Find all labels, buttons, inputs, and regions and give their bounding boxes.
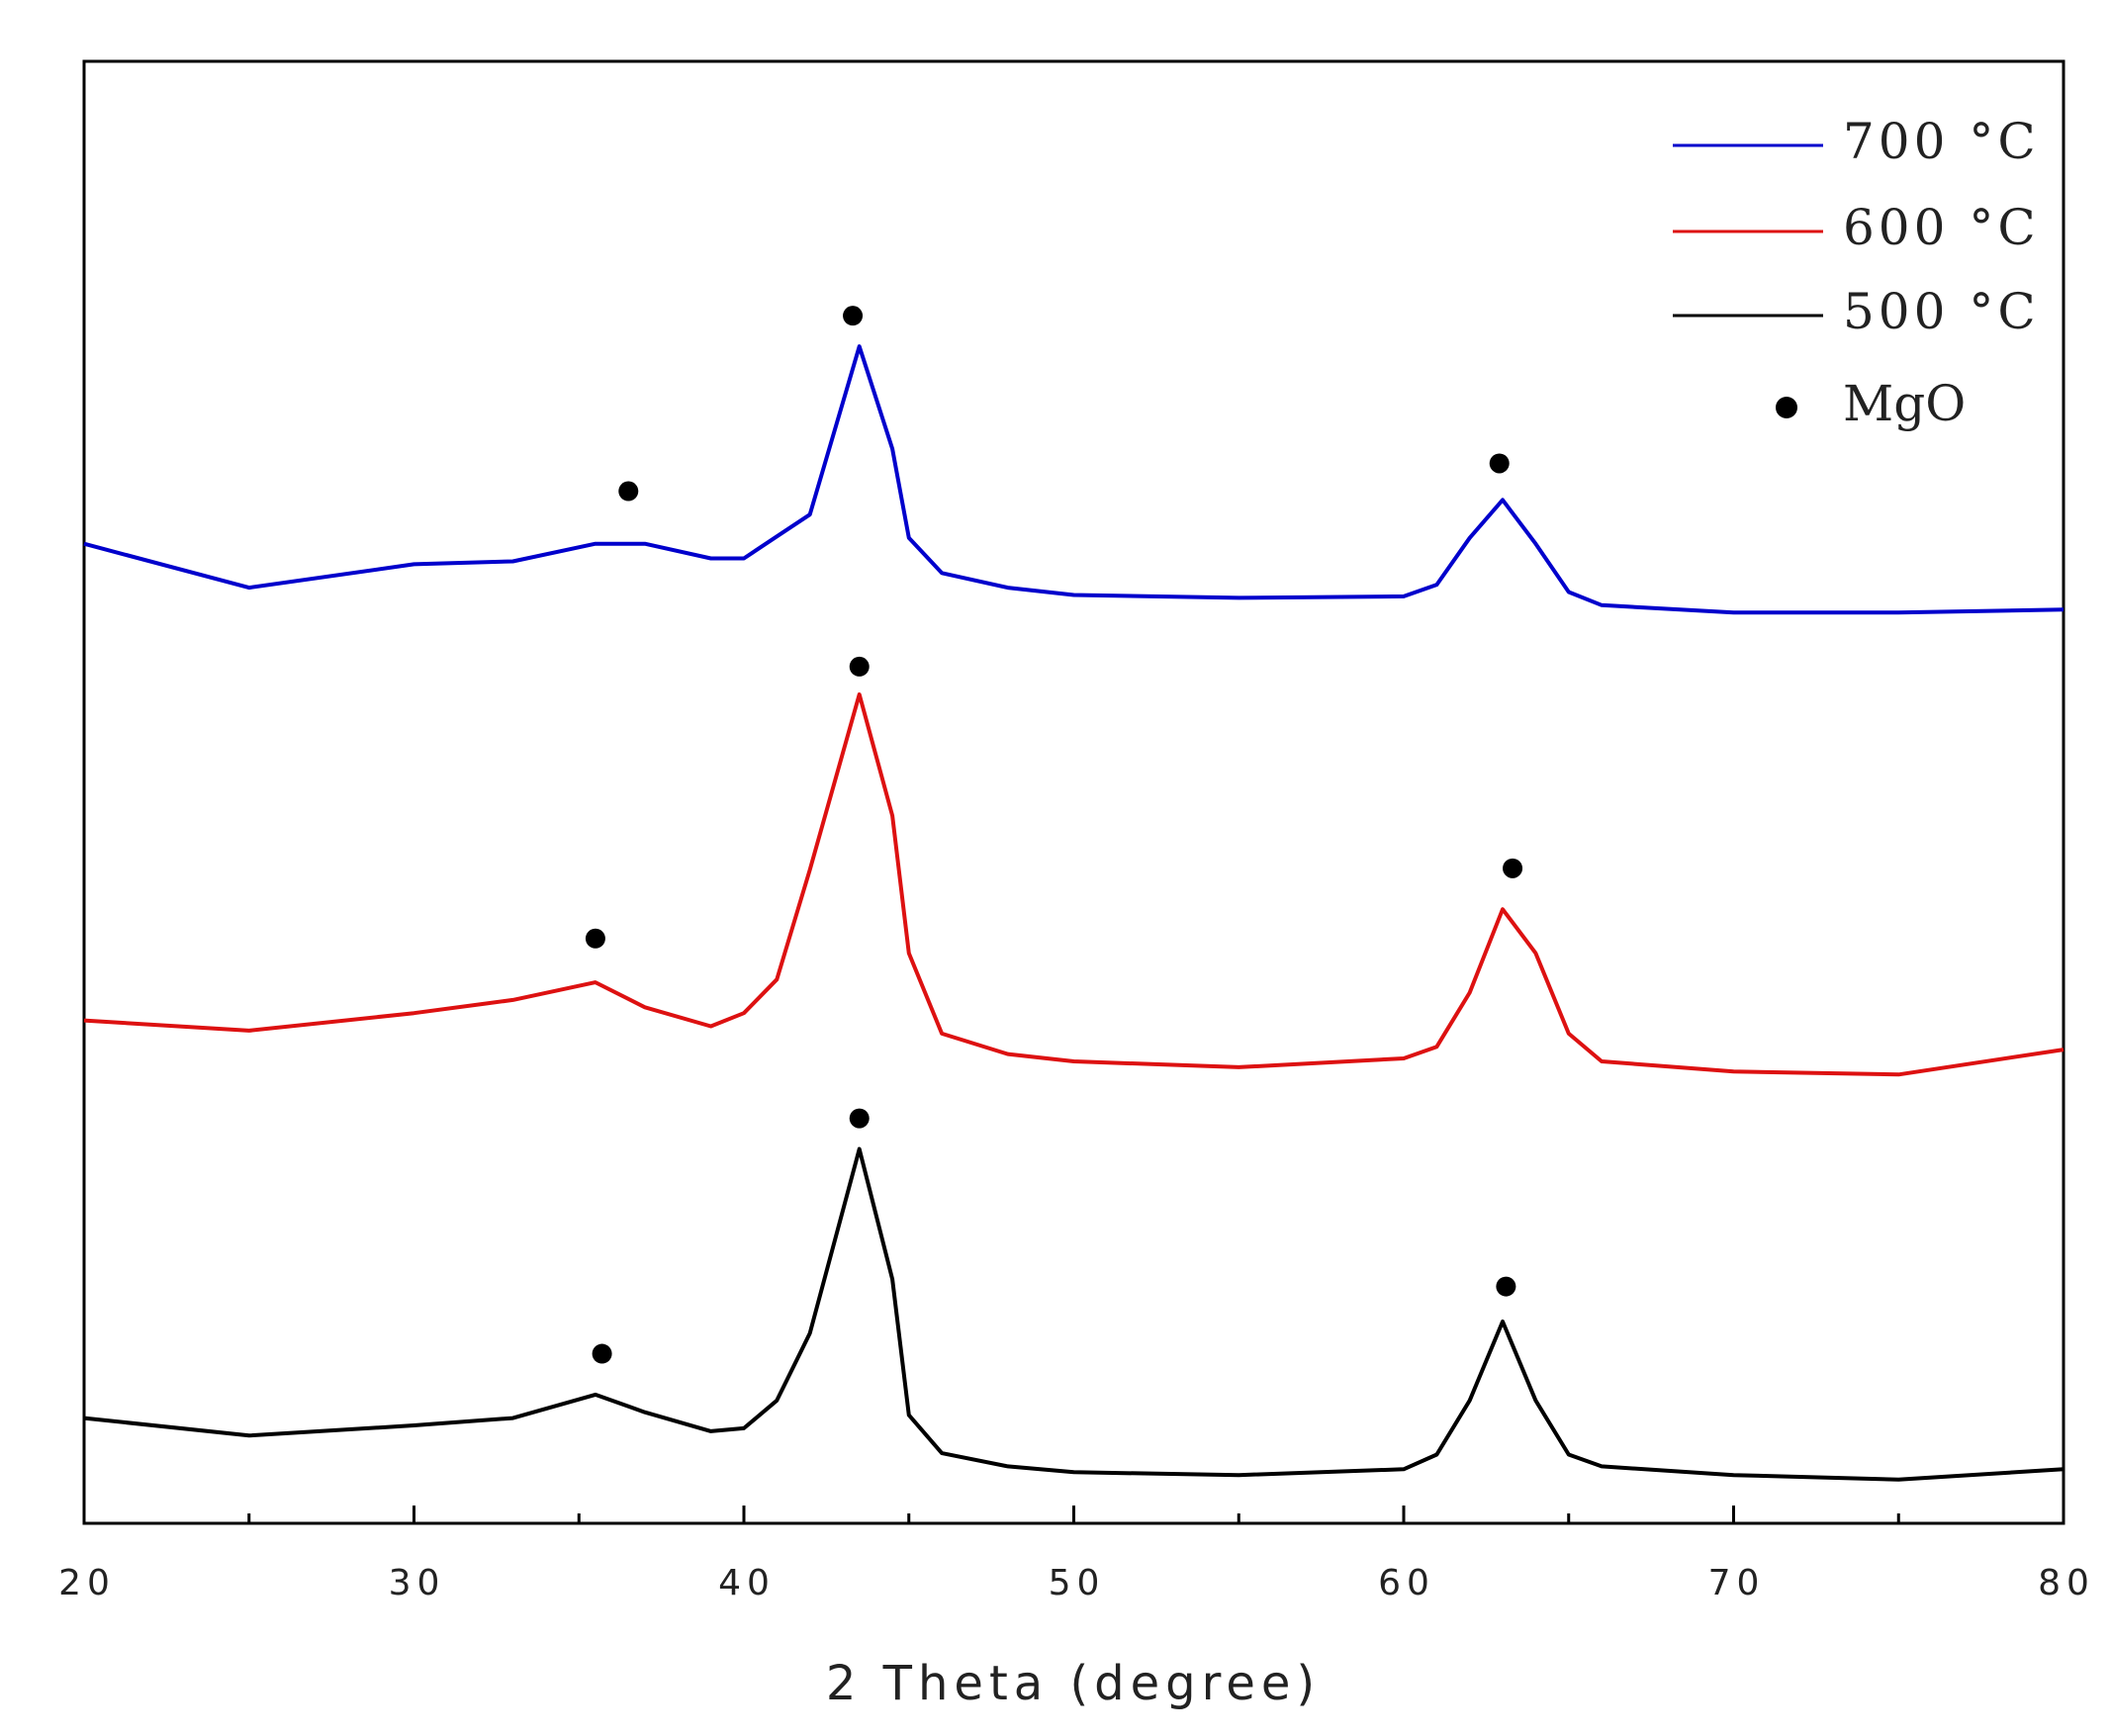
legend-label: 700 °C — [1843, 113, 2040, 170]
plot-frame — [82, 59, 2065, 1525]
x-tick-label: 60 — [1378, 1563, 1435, 1603]
x-axis-label: 2 Theta (degree) — [826, 1656, 1321, 1711]
series-line — [83, 1146, 2065, 1482]
x-tick-label: 30 — [389, 1563, 446, 1603]
mgo-marker — [1496, 1276, 1516, 1297]
x-tick-label: 20 — [58, 1563, 116, 1603]
legend-marker — [1776, 397, 1797, 418]
x-tick-label: 70 — [1708, 1563, 1766, 1603]
mgo-marker — [592, 1343, 612, 1364]
legend-label: 500 °C — [1843, 283, 2040, 340]
mgo-marker — [849, 1108, 870, 1129]
mgo-marker — [1503, 858, 1523, 878]
mgo-marker — [618, 481, 639, 502]
mgo-marker — [585, 928, 605, 949]
legend-label: 600 °C — [1843, 199, 2040, 256]
series-line — [83, 692, 2065, 1077]
series-line — [83, 344, 2065, 615]
mgo-marker — [849, 656, 870, 677]
legend-label: MgO — [1843, 375, 1966, 432]
mgo-marker — [1489, 453, 1510, 474]
x-tick-label: 40 — [718, 1563, 776, 1603]
mgo-marker — [843, 306, 864, 326]
x-tick-label: 50 — [1049, 1563, 1106, 1603]
x-tick-label: 80 — [2038, 1563, 2095, 1603]
